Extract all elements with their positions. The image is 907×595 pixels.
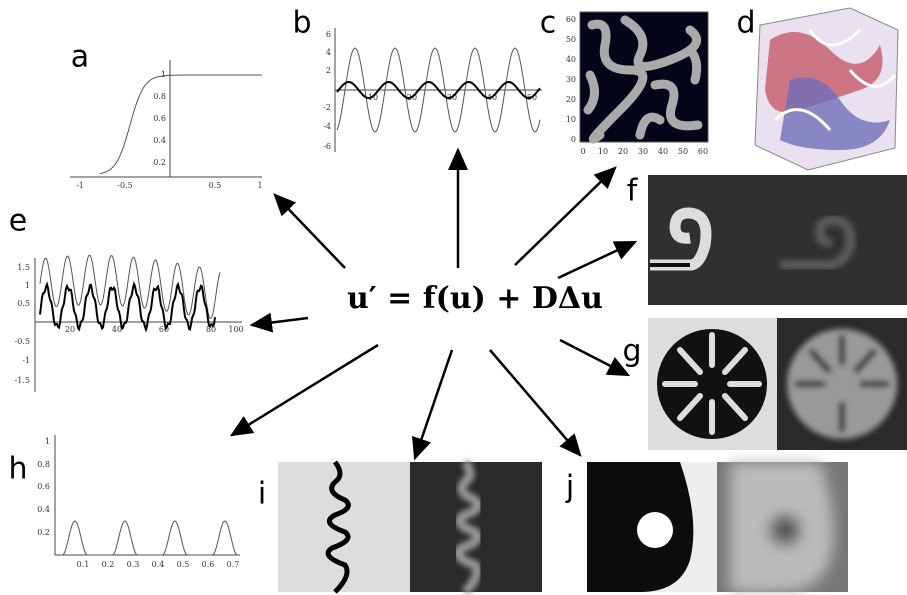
arrow: [252, 318, 308, 325]
arrow: [515, 168, 615, 265]
y-tick-label: 4: [326, 48, 331, 57]
x-tick-label: 60: [698, 147, 708, 156]
y-tick-label: 1: [45, 437, 50, 446]
wave-blurred: [730, 462, 833, 592]
figure: u′ = f(u) + DΔu a -1 -0.5 0.5 1 1 0.8 0.6 0.4 0.2…: [0, 0, 907, 595]
panel-label: d: [736, 6, 755, 41]
y-tick-label: 0.8: [37, 460, 50, 469]
x-tick-label: 10: [598, 147, 608, 156]
panel-label: i: [258, 477, 266, 512]
labyrinth: [657, 329, 767, 439]
pulse-curve: [60, 521, 238, 555]
y-tick-label: 0.6: [37, 482, 50, 491]
y-tick-label: -6: [323, 142, 331, 151]
y-tick-label: -2: [323, 103, 331, 112]
y-tick-label: 0.5: [17, 299, 30, 308]
y-tick-label: 1: [25, 281, 30, 290]
equation: u′ = f(u) + DΔu: [347, 281, 603, 316]
x-tick-label: 0.4: [152, 560, 165, 569]
y-tick-label: 40: [566, 55, 576, 64]
panel-label: e: [9, 204, 27, 239]
arrow: [275, 195, 345, 268]
gyroid-cube: [755, 8, 898, 170]
panel-label: f: [627, 174, 639, 209]
arrow: [415, 350, 452, 458]
wave-core: [769, 514, 801, 546]
x-tick-label: 0.5: [177, 560, 190, 569]
panel-label: g: [622, 334, 641, 369]
x-tick-label: 1: [257, 181, 262, 190]
y-tick-label: 10: [566, 115, 576, 124]
x-tick-label: 40: [658, 147, 668, 156]
x-tick-label: -1: [76, 181, 84, 190]
y-tick-label: 0.4: [153, 136, 166, 145]
y-tick-label: 0.4: [37, 505, 50, 514]
y-tick-label: -1.5: [15, 376, 30, 385]
arrow: [232, 345, 378, 435]
x-tick-label: 0.7: [227, 560, 240, 569]
y-tick-label: 1: [161, 70, 166, 79]
oscillation-curve: [40, 284, 215, 329]
y-tick-label: 2: [326, 66, 331, 75]
y-tick-label: 0: [571, 135, 576, 144]
arrow: [490, 350, 580, 455]
y-tick-label: 0.6: [153, 114, 166, 123]
x-tick-label: -0.5: [117, 181, 132, 190]
x-tick-label: 20: [65, 325, 75, 334]
sigmoid-curve: [100, 75, 262, 174]
front-image: [278, 462, 410, 592]
y-tick-label: -1: [22, 356, 30, 365]
y-tick-label: 0.2: [37, 528, 50, 537]
y-tick-label: -4: [323, 122, 331, 131]
x-tick-label: 0.5: [209, 181, 222, 190]
x-tick-label: 50: [678, 147, 688, 156]
y-tick-label: 30: [566, 75, 576, 84]
y-tick-label: 1.5: [17, 263, 30, 272]
x-tick-label: 0.2: [102, 560, 115, 569]
y-tick-label: 0.2: [153, 158, 166, 167]
x-tick-label: 100: [228, 325, 243, 334]
y-tick-label: 6: [326, 30, 331, 39]
y-tick-label: 0.8: [153, 92, 166, 101]
y-tick-label: 20: [566, 95, 576, 104]
panel-label: c: [540, 6, 557, 41]
arrow: [560, 340, 628, 375]
panel-label: j: [565, 470, 574, 505]
x-tick-label: 0.6: [202, 560, 215, 569]
x-tick-label: 0.3: [127, 560, 140, 569]
x-tick-label: 0: [580, 147, 585, 156]
wave-core: [637, 512, 673, 548]
x-tick-label: 30: [638, 147, 648, 156]
panel-label: b: [292, 6, 311, 41]
y-tick-label: 60: [566, 15, 576, 24]
x-tick-label: 20: [618, 147, 628, 156]
x-tick-label: 0.1: [77, 560, 90, 569]
arrow: [558, 242, 635, 278]
y-tick-label: -0.5: [15, 337, 30, 346]
panel-label: a: [71, 40, 89, 75]
y-tick-label: 50: [566, 35, 576, 44]
panel-label: h: [8, 452, 27, 487]
labyrinth-blurred: [787, 329, 897, 439]
